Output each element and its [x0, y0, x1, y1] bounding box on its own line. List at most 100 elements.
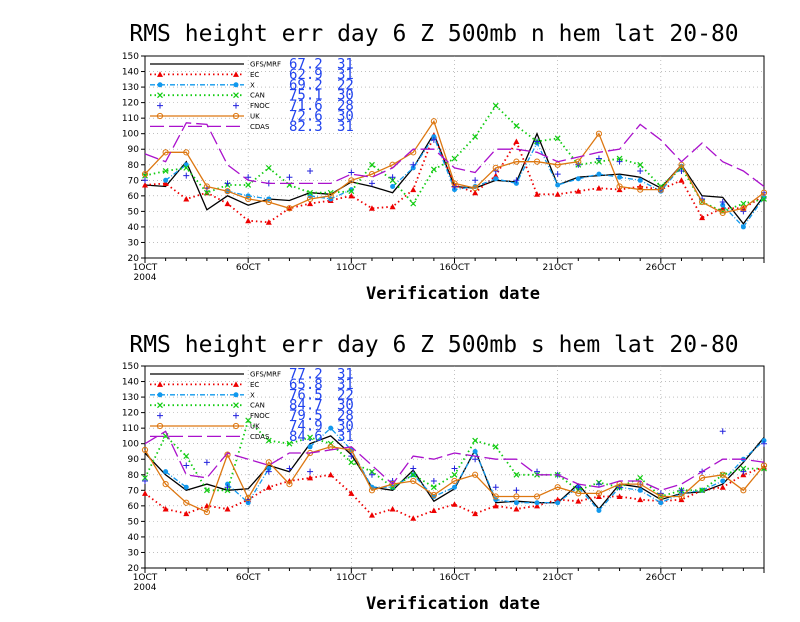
- data-point: [678, 167, 685, 174]
- data-point: [492, 443, 499, 450]
- legend-count: 22: [337, 77, 354, 93]
- data-point: [306, 195, 314, 203]
- legend-swatch-marker: [233, 381, 239, 387]
- data-point: [575, 188, 582, 194]
- legend-label: CDAS: [250, 123, 270, 131]
- x-tick-label: 1OCT: [133, 263, 158, 273]
- data-point: [348, 169, 355, 176]
- data-point: [245, 195, 252, 203]
- data-point: [513, 505, 520, 512]
- data-point: [307, 474, 314, 481]
- data-point: [203, 189, 210, 196]
- data-point: [513, 180, 519, 186]
- data-point: [616, 484, 623, 491]
- data-point: [740, 468, 747, 475]
- data-point: [534, 468, 541, 475]
- series-can: [142, 102, 767, 215]
- data-point: [389, 174, 396, 181]
- legend-swatch-marker: [157, 71, 163, 77]
- series-line: [144, 446, 765, 513]
- data-point: [286, 440, 293, 447]
- data-point: [534, 502, 541, 509]
- x-tick-label: 26OCT: [646, 573, 677, 583]
- data-point: [265, 459, 272, 466]
- legend-entry: CAN 84.7 30: [150, 398, 354, 414]
- data-point: [390, 184, 396, 190]
- data-point: [616, 493, 623, 500]
- data-point: [534, 500, 540, 506]
- data-point: [699, 474, 706, 481]
- data-point: [327, 471, 334, 478]
- legend-entry: X 76.5 22: [150, 387, 354, 403]
- x-tick-label: 6OCT: [236, 263, 261, 273]
- legend-entry: UK 72.6 30: [150, 109, 354, 125]
- x-tick-label: 6OCT: [236, 573, 261, 583]
- data-point: [513, 487, 520, 494]
- data-point: [472, 448, 478, 454]
- data-point: [307, 167, 314, 174]
- legend-entry: UK 74.9 30: [150, 419, 354, 435]
- y-tick-label: 20: [128, 254, 140, 264]
- data-point: [224, 505, 231, 512]
- y-tick-label: 90: [128, 145, 140, 155]
- data-point: [554, 191, 561, 197]
- data-point: [575, 490, 582, 497]
- x-tick-label: 26OCT: [646, 263, 677, 273]
- data-point: [225, 481, 231, 487]
- legend-mean: 75.1: [289, 88, 323, 104]
- data-point: [595, 155, 602, 162]
- data-point: [410, 165, 416, 171]
- data-point: [265, 198, 272, 206]
- data-point: [163, 177, 169, 183]
- data-point: [492, 493, 499, 500]
- data-point: [596, 158, 602, 165]
- data-point: [451, 471, 458, 478]
- data-point: [472, 133, 479, 140]
- legend-mean: 77.2: [289, 367, 323, 383]
- data-point: [595, 130, 603, 137]
- legend-swatch-marker: [233, 82, 239, 88]
- data-point: [595, 481, 602, 488]
- x-tick-label: 16OCT: [439, 573, 470, 583]
- y-tick-label: 150: [122, 52, 139, 62]
- data-point: [492, 502, 499, 509]
- legend-entry: CDAS 82.3 31: [150, 119, 354, 135]
- data-point: [492, 102, 499, 109]
- data-point: [183, 195, 190, 202]
- data-point: [368, 487, 376, 494]
- data-point: [286, 205, 293, 212]
- legend-mean: 65.8: [289, 377, 323, 393]
- data-point: [761, 440, 767, 447]
- data-point: [575, 161, 582, 168]
- legend-entry: CDAS 84.6 31: [150, 429, 354, 445]
- data-point: [286, 480, 293, 488]
- data-point: [740, 205, 747, 212]
- legend-entry: X 69.2 22: [150, 77, 354, 93]
- data-point: [348, 192, 355, 199]
- chart-panel-2: RMS height err day 6 Z 500mb s hem lat 2…: [122, 332, 768, 614]
- data-point: [224, 484, 231, 491]
- data-point: [369, 161, 375, 168]
- x-axis-label: Verification date: [366, 284, 540, 304]
- legend-label: CDAS: [250, 433, 270, 441]
- data-point: [699, 214, 706, 221]
- legend-count: 31: [337, 67, 354, 83]
- y-tick-label: 90: [128, 455, 140, 465]
- data-point: [554, 135, 561, 142]
- x-axis-label: Verification date: [366, 594, 540, 614]
- legend-count: 28: [337, 408, 354, 424]
- legend-swatch-marker: [157, 92, 163, 99]
- y-tick-label: 150: [122, 362, 139, 372]
- data-point: [452, 187, 457, 193]
- legend-count: 31: [337, 57, 354, 73]
- data-point: [472, 437, 479, 444]
- legend-entry: GFS/MRF 67.2 31: [150, 57, 354, 73]
- legend-mean: 72.6: [289, 109, 323, 125]
- data-point: [162, 149, 169, 156]
- data-point: [348, 453, 355, 460]
- data-point: [596, 508, 602, 514]
- legend-label: X: [250, 391, 255, 399]
- data-point: [183, 510, 190, 517]
- data-point: [203, 459, 210, 466]
- legend-count: 31: [337, 377, 354, 393]
